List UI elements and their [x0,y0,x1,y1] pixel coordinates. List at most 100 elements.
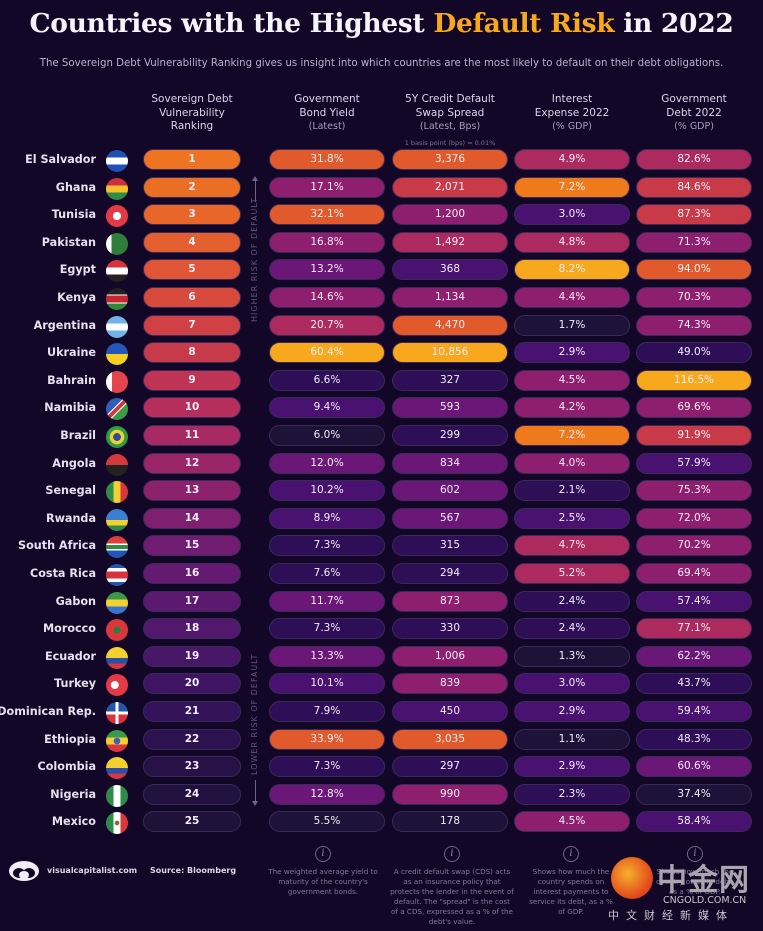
rank-value-cell: 22 [143,728,241,750]
table-row: Turkey 20 10.1% 839 3.0% 43.7% [0,671,763,699]
bond-value-cell: 60.4% [269,342,385,364]
cds-value-cell: 327 [392,369,508,391]
column-header-line: Expense 2022 [534,106,610,119]
rank-value-cell: 10 [143,397,241,419]
rank-value-cell: 3 [143,204,241,226]
rank-value-cell: 4 [143,231,241,253]
country-name: Ghana [55,180,96,194]
table-row: Pakistan 4 16.8% 1,492 4.8% 71.3% [0,230,763,258]
angola-flag-icon [106,453,128,476]
table-row: Morocco 18 7.3% 330 2.4% 77.1% [0,616,763,644]
rank-value-cell: 1 [143,149,241,170]
country-name: Ukraine [47,346,96,360]
country-name: Dominican Rep. [0,705,96,718]
interest-value-cell: 1.3% [514,645,630,667]
interest-value-cell: 2.9% [514,701,630,722]
rank-value-cell: 8 [143,342,241,364]
debt-value-cell: 69.4% [636,563,752,584]
ecuador-flag-icon [106,646,128,669]
ukraine-flag-icon [106,343,128,366]
debt-value-cell: 57.4% [636,590,752,612]
interest-value-cell: 2.5% [514,507,630,529]
argentina-flag-icon [106,315,128,338]
debt-value-cell: 43.7% [636,673,752,695]
table-row: Senegal 13 10.2% 602 2.1% 75.3% [0,478,763,506]
rank-value-cell: 5 [143,259,241,281]
pakistan-flag-icon [106,232,128,255]
table-row: Rwanda 14 8.9% 567 2.5% 72.0% [0,506,763,534]
debt-value-cell: 60.6% [636,756,752,778]
debt-value-cell: 72.0% [636,507,752,529]
table-row: Argentina 7 20.7% 4,470 1.7% 74.3% [0,313,763,341]
bond-value-cell: 32.1% [269,204,385,226]
table-row: Ghana 2 17.1% 2,071 7.2% 84.6% [0,175,763,203]
bond-value-cell: 12.0% [269,452,385,474]
country-name: Brazil [60,429,96,442]
country-name: Ethiopia [44,732,96,746]
interest-value-cell: 4.4% [514,287,630,308]
interest-value-cell: 4.5% [514,369,630,391]
subtitle: The Sovereign Debt Vulnerability Ranking… [39,58,724,69]
interest-value-cell: 2.1% [514,480,630,502]
interest-value-cell: 3.0% [514,204,630,226]
column-header-line: Bond Yield [299,106,355,119]
bond-value-cell: 13.3% [269,645,385,667]
watermark-name: 中金网 [657,863,750,898]
column-header-line: Debt 2022 [666,106,722,119]
table-row: Colombia 23 7.3% 297 2.9% 60.6% [0,754,763,782]
column-header-unit: (Latest) [308,121,346,132]
bond-value-cell: 8.9% [269,507,385,529]
title-text-end: in 2022 [614,8,734,39]
table-row: Namibia 10 9.4% 593 4.2% 69.6% [0,395,763,423]
bond-value-cell: 7.3% [269,535,385,557]
column-header-unit: (% GDP) [552,121,592,132]
turkey-flag-icon [106,674,128,697]
debt-value-cell: 58.4% [636,811,752,833]
country-name: Pakistan [41,235,96,249]
down-arrowhead [252,801,258,806]
bond-value-cell: 6.6% [269,369,385,391]
cds-value-cell: 299 [392,425,508,446]
table-row: Dominican Rep. 21 7.9% 450 2.9% 59.4% [0,699,763,727]
up-arrowhead [252,176,258,181]
source-label: Source: Bloomberg [150,866,237,875]
column-header-bond: Government Bond Yield (Latest) [267,93,387,134]
rank-value-cell: 16 [143,563,241,584]
bond-value-cell: 7.9% [269,701,385,722]
bond-value-cell: 20.7% [269,314,385,336]
costa-rica-flag-icon [106,564,128,586]
cds-value-cell: 3,376 [392,149,508,170]
cds-value-cell: 10,856 [392,342,508,364]
bond-value-cell: 10.1% [269,673,385,695]
column-header-line: Ranking [170,120,214,132]
info-note-bond: i The weighted average yield to maturity… [258,846,388,897]
interest-value-cell: 2.4% [514,590,630,612]
cds-value-cell: 368 [392,259,508,281]
rank-value-cell: 2 [143,176,241,198]
bond-value-cell: 9.4% [269,397,385,419]
table-row: Bahrain 9 6.6% 327 4.5% 116.5% [0,368,763,396]
cds-value-cell: 593 [392,397,508,419]
cds-value-cell: 873 [392,590,508,612]
ethiopia-flag-icon [106,729,128,752]
ghana-flag-icon [106,177,128,200]
interest-value-cell: 7.2% [514,176,630,198]
rwanda-flag-icon [106,508,128,531]
down-arrow-icon [255,780,256,802]
table-row: Brazil 11 6.0% 299 7.2% 91.9% [0,423,763,451]
country-name: Argentina [33,318,96,332]
debt-value-cell: 70.2% [636,535,752,557]
site-link[interactable]: visualcapitalist.com [47,866,138,875]
bond-value-cell: 31.8% [269,149,385,170]
cds-value-cell: 450 [392,701,508,722]
watermark: 中金网 CNGOLD.COM.CN 中文财经新媒体 [605,855,763,931]
debt-value-cell: 82.6% [636,149,752,170]
country-name: Nigeria [50,787,96,801]
bond-value-cell: 7.3% [269,756,385,778]
country-name: Namibia [44,401,96,415]
column-header-debt: Government Debt 2022 (% GDP) [634,93,754,134]
cds-value-cell: 839 [392,673,508,695]
bond-value-cell: 13.2% [269,259,385,281]
rank-value-cell: 12 [143,452,241,474]
bond-value-cell: 5.5% [269,811,385,833]
